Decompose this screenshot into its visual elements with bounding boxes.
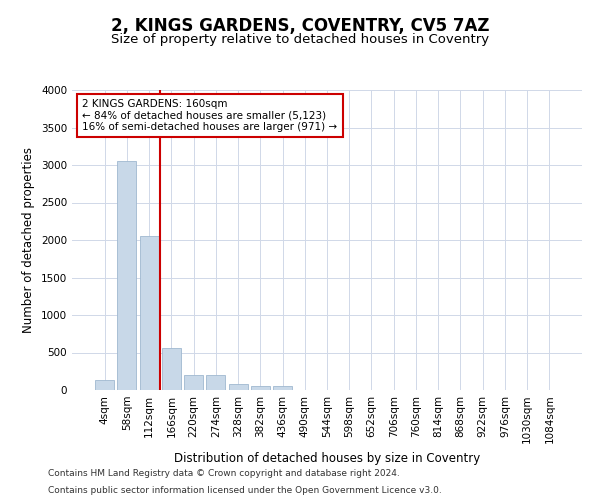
Bar: [140, 236, 158, 390]
X-axis label: Distribution of detached houses by size in Coventry: Distribution of detached houses by size …: [174, 452, 480, 465]
Bar: [251, 386, 270, 390]
Y-axis label: Number of detached properties: Number of detached properties: [22, 147, 35, 333]
Text: Contains HM Land Registry data © Crown copyright and database right 2024.: Contains HM Land Registry data © Crown c…: [48, 468, 400, 477]
Bar: [273, 386, 292, 390]
Bar: [229, 384, 248, 390]
Text: 2, KINGS GARDENS, COVENTRY, CV5 7AZ: 2, KINGS GARDENS, COVENTRY, CV5 7AZ: [111, 18, 489, 36]
Bar: [184, 376, 203, 390]
Bar: [95, 380, 114, 390]
Bar: [162, 348, 181, 390]
Text: 2 KINGS GARDENS: 160sqm
← 84% of detached houses are smaller (5,123)
16% of semi: 2 KINGS GARDENS: 160sqm ← 84% of detache…: [82, 99, 337, 132]
Text: Contains public sector information licensed under the Open Government Licence v3: Contains public sector information licen…: [48, 486, 442, 495]
Text: Size of property relative to detached houses in Coventry: Size of property relative to detached ho…: [111, 32, 489, 46]
Bar: [118, 160, 136, 390]
Bar: [206, 376, 225, 390]
